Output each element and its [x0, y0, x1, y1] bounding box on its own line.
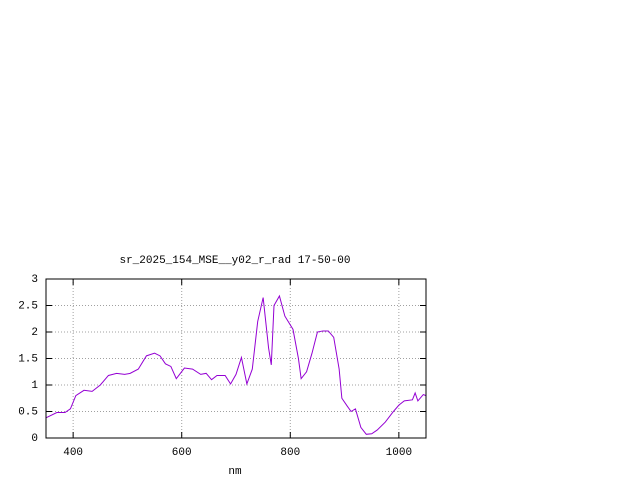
y-tick-label: 1 [31, 380, 38, 392]
y-tick-label: 3 [31, 274, 38, 286]
x-tick-label: 800 [280, 447, 300, 459]
plot-area: 0 0.5 1 1.5 2 2.5 3 400 600 800 1000 [18, 274, 427, 459]
data-line [45, 294, 427, 435]
y-tick-label: 2 [31, 327, 38, 339]
chart-title: sr_2025_154_MSE__y02_r_rad 17-50-00 [119, 255, 350, 267]
plot-frame [45, 278, 427, 439]
y-tick-label: 1.5 [18, 353, 38, 365]
x-tick-label: 1000 [386, 447, 412, 459]
x-tick-label: 600 [172, 447, 192, 459]
x-tick-label: 400 [63, 447, 83, 459]
y-tick-label: 0 [31, 433, 38, 445]
y-tick-label: 2.5 [18, 300, 38, 312]
x-axis-label: nm [228, 466, 242, 478]
y-tick-label: 0.5 [18, 406, 38, 418]
